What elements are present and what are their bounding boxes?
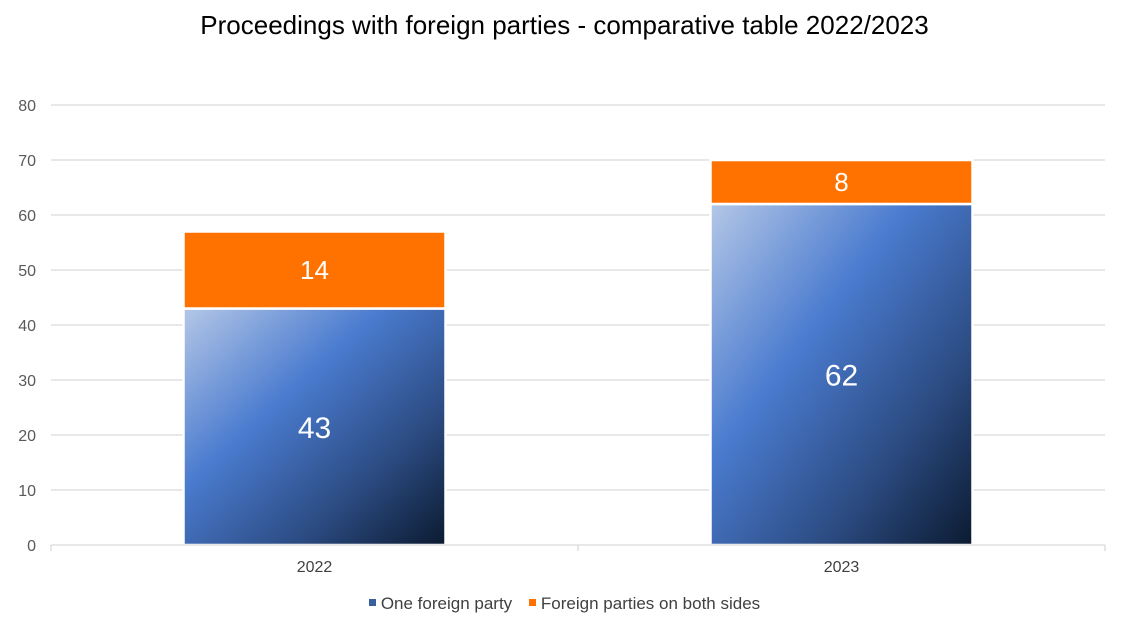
data-label: 62 [825,360,858,393]
data-label: 43 [298,412,331,445]
y-tick-label: 80 [18,98,36,115]
legend-swatch-one-foreign-party [368,599,376,607]
y-tick-label: 60 [18,208,36,225]
y-tick-label: 10 [18,483,36,500]
y-tick-label: 0 [27,538,36,555]
data-label: 14 [300,255,329,285]
y-tick-label: 20 [18,428,36,445]
y-tick-label: 70 [18,153,36,170]
legend-label-both-sides: Foreign parties on both sides [540,594,761,613]
legend-label-one-foreign-party: One foreign party [380,594,513,613]
bar-segment [709,202,974,547]
y-tick-label: 30 [18,373,36,390]
x-tick-label: 2023 [824,559,860,576]
y-tick-label: 50 [18,263,36,280]
bar-segment [182,230,447,310]
y-tick-label: 40 [18,318,36,335]
bar-segment [709,158,974,206]
legend-item-one-foreign-party: One foreign party [368,594,513,614]
data-label: 8 [834,167,848,197]
legend: One foreign party Foreign parties on bot… [0,594,1129,614]
bar-segment [182,307,447,547]
x-tick-label: 2022 [297,559,333,576]
legend-swatch-both-sides [528,599,536,607]
legend-item-both-sides: Foreign parties on both sides [528,594,761,614]
chart-title: Proceedings with foreign parties - compa… [200,10,929,40]
